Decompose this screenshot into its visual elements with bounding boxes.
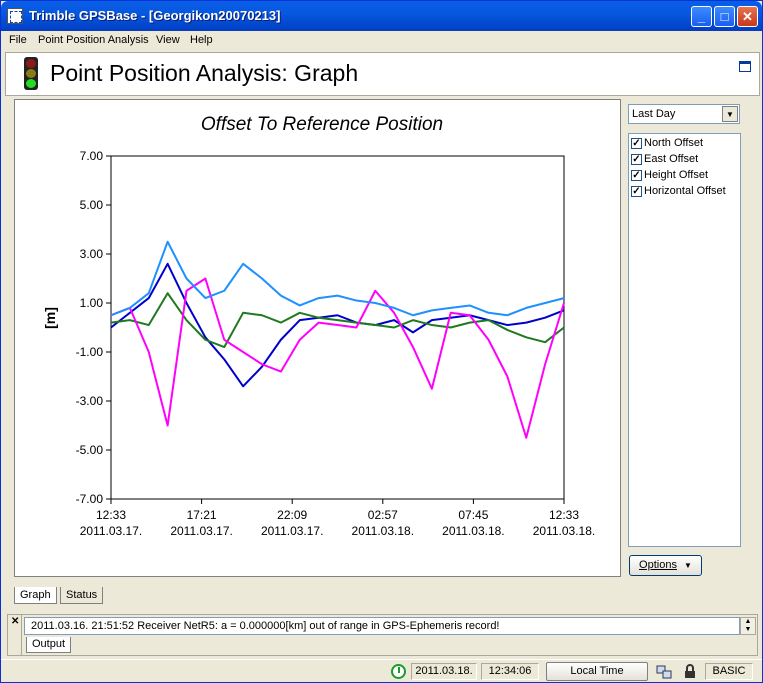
close-icon[interactable]: ✕ xyxy=(11,616,20,627)
x-tick-date-label: 2011.03.18. xyxy=(352,524,415,538)
menu-help[interactable]: Help xyxy=(190,34,213,46)
y-tick-label: 7.00 xyxy=(80,149,104,163)
x-tick-time-label: 17:21 xyxy=(187,508,217,522)
lock-icon xyxy=(685,664,695,678)
offset-chart: Offset To Reference Position [m] 7.00 5.0… xyxy=(42,114,596,538)
x-tick-time-label: 12:33 xyxy=(96,508,126,522)
series-label: East Offset xyxy=(644,153,699,165)
x-tick-date-label: 2011.03.18. xyxy=(533,524,596,538)
close-button[interactable]: ✕ xyxy=(737,6,758,27)
x-tick-time-label: 22:09 xyxy=(277,508,307,522)
plot-area xyxy=(110,155,565,500)
series-line-horizontal-offset xyxy=(110,240,565,317)
x-axis: 12:33 2011.03.17. 17:21 2011.03.17. 22:09 201… xyxy=(80,499,596,538)
time-range-select[interactable]: Last Day ▼ xyxy=(628,104,740,124)
y-axis: 7.00 5.00 3.00 1.00 -1.00 -3.00 -5.00 -7.00 xyxy=(76,149,111,506)
chevron-down-icon[interactable]: ▼ xyxy=(722,106,738,122)
series-label: Horizontal Offset xyxy=(644,185,726,197)
graph-panel: Offset To Reference Position [m] 7.00 5.0… xyxy=(14,99,621,577)
x-tick-time-label: 02:57 xyxy=(368,508,398,522)
status-mode: BASIC xyxy=(705,663,753,680)
series-label: North Offset xyxy=(644,137,704,149)
series-label: Height Offset xyxy=(644,169,708,181)
tab-output[interactable]: Output xyxy=(26,637,72,653)
traffic-light-icon xyxy=(24,57,38,90)
y-tick-label: -3.00 xyxy=(76,394,104,408)
y-tick-label: -1.00 xyxy=(76,345,104,359)
height-offset-checkbox[interactable]: ✓ xyxy=(631,170,642,181)
menu-view[interactable]: View xyxy=(156,34,180,46)
east-offset-checkbox[interactable]: ✓ xyxy=(631,154,642,165)
restore-view-icon[interactable] xyxy=(739,61,751,72)
x-tick-date-label: 2011.03.17. xyxy=(261,524,324,538)
page-title: Point Position Analysis: Graph xyxy=(50,60,359,86)
chart-ylabel: [m] xyxy=(42,307,58,329)
y-tick-label: -5.00 xyxy=(76,443,104,457)
series-line-height-offset xyxy=(110,277,565,439)
output-message-area: 2011.03.16. 21:51:52 Receiver NetR5: a =… xyxy=(24,617,740,635)
options-label: Options xyxy=(639,559,677,571)
y-tick-label: 5.00 xyxy=(80,198,104,212)
x-tick-time-label: 07:45 xyxy=(458,508,488,522)
local-time-button[interactable]: Local Time xyxy=(546,662,648,681)
y-tick-label: -7.00 xyxy=(76,492,104,506)
output-message: 2011.03.16. 21:51:52 Receiver NetR5: a =… xyxy=(31,620,500,632)
title-bar[interactable]: Trimble GPSBase - [Georgikon20070213] _ … xyxy=(1,1,762,31)
status-time: 12:34:06 xyxy=(481,663,539,680)
network-icon xyxy=(656,665,672,679)
menu-bar: File Point Position Analysis View Help xyxy=(1,31,762,50)
maximize-button[interactable]: □ xyxy=(714,6,735,27)
app-icon[interactable] xyxy=(7,8,23,24)
output-side-bar: ✕ xyxy=(8,615,22,655)
x-tick-time-label: 12:33 xyxy=(549,508,579,522)
menu-file[interactable]: File xyxy=(9,34,27,46)
page-header: Point Position Analysis: Graph xyxy=(5,52,760,96)
horizontal-offset-checkbox[interactable]: ✓ xyxy=(631,186,642,197)
x-tick-date-label: 2011.03.18. xyxy=(442,524,505,538)
minimize-button[interactable]: _ xyxy=(691,6,712,27)
window-title: Trimble GPSBase - [Georgikon20070213] xyxy=(29,8,281,23)
series-line-east-offset xyxy=(110,292,565,349)
north-offset-checkbox[interactable]: ✓ xyxy=(631,138,642,149)
status-date: 2011.03.18. xyxy=(411,663,477,680)
status-bar: 2011.03.18. 12:34:06 Local Time BASIC xyxy=(1,659,762,682)
y-tick-label: 3.00 xyxy=(80,247,104,261)
output-scrollbar[interactable]: ▲ ▼ xyxy=(740,617,756,635)
x-tick-date-label: 2011.03.17. xyxy=(80,524,143,538)
clock-icon xyxy=(391,664,406,679)
x-tick-date-label: 2011.03.17. xyxy=(170,524,233,538)
options-button[interactable]: Options ▼ xyxy=(629,555,702,576)
output-pane: ✕ 2011.03.16. 21:51:52 Receiver NetR5: a… xyxy=(7,614,758,656)
tab-graph[interactable]: Graph xyxy=(14,587,57,604)
series-lines xyxy=(110,240,565,439)
series-checklist: ✓ North Offset ✓ East Offset ✓ Height Of… xyxy=(628,133,741,547)
dropdown-arrow-icon: ▼ xyxy=(684,561,692,570)
tab-status[interactable]: Status xyxy=(60,587,104,604)
menu-point-position-analysis[interactable]: Point Position Analysis xyxy=(38,34,149,46)
chart-title: Offset To Reference Position xyxy=(201,114,443,135)
y-tick-label: 1.00 xyxy=(80,296,104,310)
time-range-value: Last Day xyxy=(632,108,676,120)
